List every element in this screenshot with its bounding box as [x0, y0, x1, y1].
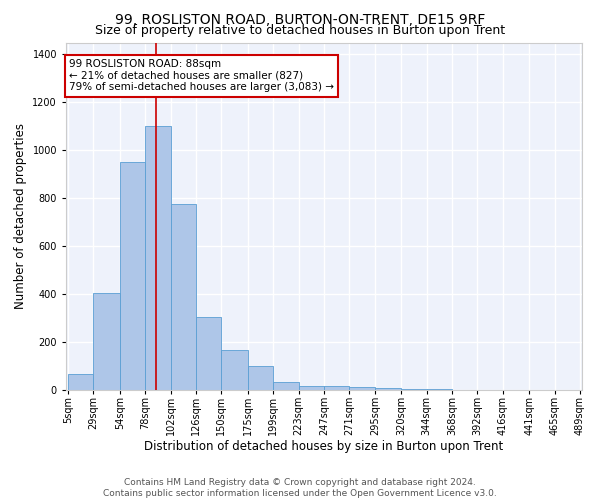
Bar	[196, 317, 221, 390]
Bar	[324, 386, 349, 390]
Bar	[248, 366, 273, 390]
Bar	[145, 126, 170, 390]
Text: 99 ROSLISTON ROAD: 88sqm
← 21% of detached houses are smaller (827)
79% of semi-: 99 ROSLISTON ROAD: 88sqm ← 21% of detach…	[69, 60, 334, 92]
Bar	[94, 293, 120, 390]
Bar	[273, 382, 299, 390]
Bar	[221, 350, 248, 390]
Bar	[170, 204, 196, 390]
Bar	[375, 388, 401, 390]
Bar	[299, 386, 324, 390]
Bar	[349, 387, 375, 390]
Y-axis label: Number of detached properties: Number of detached properties	[14, 123, 27, 309]
Text: Size of property relative to detached houses in Burton upon Trent: Size of property relative to detached ho…	[95, 24, 505, 37]
Text: Contains HM Land Registry data © Crown copyright and database right 2024.
Contai: Contains HM Land Registry data © Crown c…	[103, 478, 497, 498]
Bar	[68, 374, 94, 390]
Bar	[401, 389, 427, 390]
X-axis label: Distribution of detached houses by size in Burton upon Trent: Distribution of detached houses by size …	[145, 440, 503, 454]
Bar	[120, 162, 145, 390]
Text: 99, ROSLISTON ROAD, BURTON-ON-TRENT, DE15 9RF: 99, ROSLISTON ROAD, BURTON-ON-TRENT, DE1…	[115, 12, 485, 26]
